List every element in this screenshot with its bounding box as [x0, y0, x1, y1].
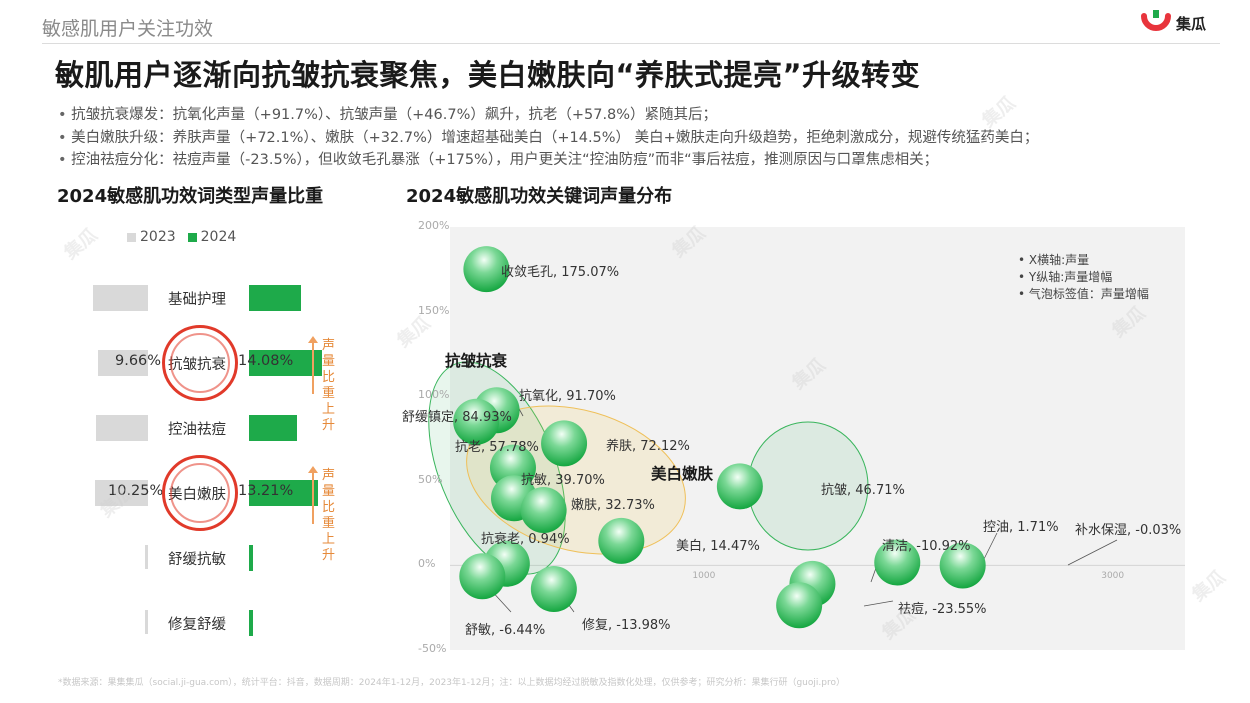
x-axis-tick-label: 1000: [692, 571, 716, 582]
bar-2024: [249, 350, 323, 376]
leader-line: [863, 600, 894, 607]
bar-category-label: 控油祛痘: [168, 422, 226, 438]
bar-2023: [96, 415, 148, 441]
bubble-label: 控油, 1.71%: [983, 520, 1059, 535]
bar-value-2023: 10.25%: [108, 483, 164, 499]
bubble-label: 舒缓镇定, 84.93%: [402, 410, 512, 425]
bubble: [463, 246, 510, 293]
logo-text: 集瓜: [1175, 14, 1206, 33]
y-axis-tick-label: 50%: [418, 472, 443, 486]
legend-item-2024: 2024: [187, 229, 237, 245]
bubble: [716, 463, 763, 510]
bar-chart-legend: 2023 2024: [127, 229, 236, 245]
bar-row: 修复舒缓: [0, 608, 400, 638]
bubble: [939, 542, 986, 589]
bubble: [541, 420, 588, 467]
bubble-label: 抗老, 57.78%: [455, 440, 539, 455]
y-axis-tick-label: 150%: [418, 303, 450, 317]
bullet-item: 抗皱抗衰爆发：抗氧化声量（+91.7%）、抗皱声量（+46.7%）飙升，抗老（+…: [58, 104, 1248, 127]
y-axis-tick-label: 0%: [418, 557, 436, 571]
bubble: [520, 487, 567, 534]
bubble-label: 养肤, 72.12%: [606, 439, 690, 454]
x-axis-tick-label: 3000: [1101, 571, 1125, 582]
note-item: X横轴:声量: [1018, 252, 1149, 269]
bar-category-label: 修复舒缓: [168, 617, 226, 633]
increase-note-text: 声量比重上升: [322, 468, 336, 563]
up-arrow-icon: [308, 336, 318, 394]
bubble-label: 舒敏, -6.44%: [465, 623, 546, 638]
bar-2023: [145, 545, 148, 569]
logo: 集瓜: [1140, 10, 1206, 36]
bar-2023: [93, 285, 148, 311]
bubble: [453, 398, 500, 445]
scatter-chart-title: 2024敏感肌功效关键词声量分布: [406, 186, 673, 207]
bubble: [459, 553, 506, 600]
bar-2024: [249, 480, 318, 506]
y-axis-tick-label: 100%: [418, 388, 450, 402]
main-title: 敏肌用户逐渐向抗皱抗衰聚焦，美白嫩肤向“养肤式提亮”升级转变: [55, 58, 921, 92]
highlight-circle: [162, 325, 238, 401]
note-item: 气泡标签值：声量增幅: [1018, 286, 1149, 303]
bar-2023: [94, 480, 148, 506]
bar-2024: [249, 415, 297, 441]
header-divider: [42, 43, 1220, 44]
legend-label-2024: 2024: [200, 229, 237, 245]
bar-value-2024: 13.21%: [238, 483, 294, 499]
bar-row: 控油祛痘: [0, 413, 400, 443]
bubble-label: 抗衰老, 0.94%: [481, 532, 570, 547]
bar-2023: [97, 350, 148, 376]
bubble: [598, 517, 645, 564]
bubble: [776, 582, 823, 629]
jigua-logo-icon: [1140, 10, 1171, 31]
legend-swatch-2024: [187, 232, 197, 242]
y-axis-tick-label: -50%: [418, 642, 447, 655]
bar-2024: [249, 285, 301, 311]
group-label: 抗皱抗衰: [445, 352, 508, 370]
bar-value-2023: 9.66%: [115, 353, 162, 369]
leader-line: [981, 532, 998, 564]
bubble-label: 祛痘, -23.55%: [898, 602, 987, 617]
legend-label-2023: 2023: [140, 229, 176, 245]
increase-note-text: 声量比重上升: [322, 338, 336, 433]
up-arrow-icon: [308, 466, 318, 524]
bar-row: 基础护理: [0, 283, 400, 313]
legend-swatch-2023: [127, 232, 136, 242]
bubble-label: 抗敏, 39.70%: [521, 473, 605, 488]
legend-item-2023: 2023: [127, 229, 176, 245]
bubble-label: 美白, 14.47%: [676, 539, 760, 554]
highlight-circle: [162, 455, 238, 531]
bar-2023: [145, 610, 148, 634]
footer-source: *数据来源：果集集瓜（social.ji-gua.com），统计平台：抖音，数据…: [58, 678, 845, 688]
bar-2024: [249, 610, 254, 636]
leader-line: [1067, 539, 1118, 566]
bubble-label: 嫩肤, 32.73%: [571, 498, 655, 513]
bubble: [874, 539, 921, 586]
note-item: Y纵轴:声量增幅: [1018, 269, 1149, 286]
bubble-label: 抗皱, 46.71%: [821, 483, 905, 498]
bar-row: 美白嫩肤 10.25% 13.21%: [0, 478, 400, 508]
bubble-label: 抗氧化, 91.70%: [519, 389, 616, 404]
y-axis-tick-label: 200%: [418, 219, 450, 232]
bullet-item: 美白嫩肤升级：养肤声量（+72.1%）、嫩肤（+32.7%）增速超基础美白（+1…: [58, 127, 1248, 150]
bubble-label: 清洁, -10.92%: [882, 539, 971, 554]
bubble-label: 修复, -13.98%: [582, 618, 671, 633]
bar-row: 抗皱抗衰 9.66% 14.08%: [0, 348, 400, 378]
bar-chart-title: 2024敏感肌功效词类型声量比重: [57, 186, 324, 207]
bar-category-label: 舒缓抗敏: [168, 552, 226, 568]
bullet-item: 控油祛痘分化：祛痘声量（-23.5%），但收敛毛孔暴涨（+175%），用户更关注…: [58, 149, 1248, 172]
bubble-label: 收敛毛孔, 175.07%: [501, 265, 620, 280]
bar-2024: [249, 545, 253, 571]
bubble-label: 补水保湿, -0.03%: [1075, 523, 1182, 538]
bubble: [530, 566, 577, 613]
bar-row: 舒缓抗敏: [0, 543, 400, 573]
summary-bullets: 抗皱抗衰爆发：抗氧化声量（+91.7%）、抗皱声量（+46.7%）飙升，抗老（+…: [58, 104, 1248, 172]
group-label: 美白嫩肤: [651, 465, 714, 483]
bar-value-2024: 14.08%: [238, 353, 294, 369]
scatter-notes: X横轴:声量 Y纵轴:声量增幅 气泡标签值：声量增幅: [1018, 252, 1149, 303]
header-title: 敏感肌用户关注功效: [42, 18, 214, 40]
bar-category-label: 基础护理: [168, 292, 226, 308]
